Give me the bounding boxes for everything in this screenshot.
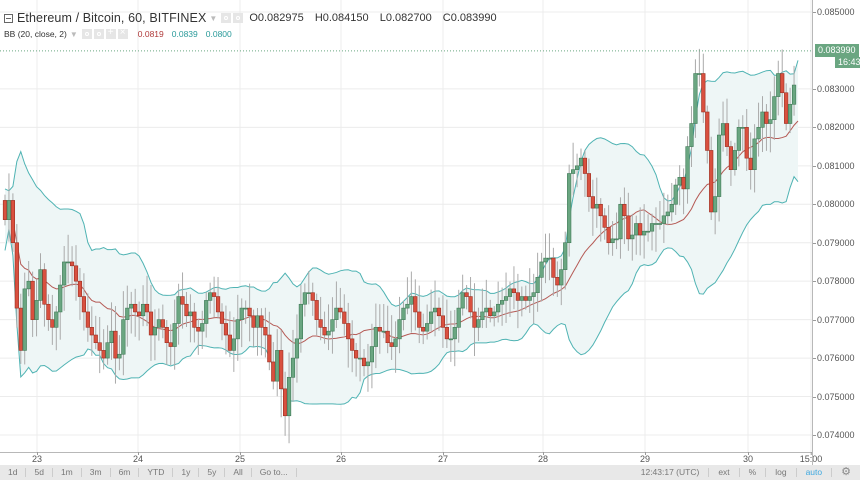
time-tick: 25 <box>234 452 246 464</box>
price-tick: 0.081000 <box>813 160 855 171</box>
range-1m[interactable]: 1m <box>53 468 82 477</box>
range-ytd[interactable]: YTD <box>139 468 174 477</box>
bb-lower-value: 0.0800 <box>205 29 232 39</box>
gear-icon[interactable]: ⚙ <box>841 466 851 478</box>
candlestick-chart[interactable] <box>0 0 812 452</box>
chart-pane[interactable]: Ethereum / Bitcoin, 60, BITFINEX ▼ O0.08… <box>0 0 812 452</box>
range-5y[interactable]: 5y <box>199 468 226 477</box>
time-tick: 23 <box>31 452 43 464</box>
axis-corner <box>812 452 860 465</box>
price-tick: 0.085000 <box>813 7 855 17</box>
bb-basis-value: 0.0819 <box>137 29 164 39</box>
chart-legend: Ethereum / Bitcoin, 60, BITFINEX ▼ O0.08… <box>4 10 505 41</box>
last-price-label: 0.083990 <box>815 43 859 57</box>
time-tick: 15:00 <box>799 452 823 464</box>
time-axis[interactable]: 23 24 25 26 27 28 29 30 15:00 <box>0 452 822 466</box>
extended-hours-toggle[interactable]: ext <box>709 468 740 477</box>
symbol-settings-icon[interactable] <box>233 13 244 23</box>
time-tick: 28 <box>537 452 549 464</box>
indicator-remove-icon[interactable] <box>117 27 128 39</box>
bb-upper-value: 0.0839 <box>171 29 198 39</box>
price-tick: 0.076000 <box>813 353 855 364</box>
time-tick: 24 <box>132 452 144 464</box>
close-value: C0.083990 <box>442 12 497 24</box>
bar-countdown-label: 16:43 <box>835 56 860 68</box>
symbol-visibility-icon[interactable] <box>221 13 232 23</box>
high-value: H0.084150 <box>314 12 369 24</box>
range-5d[interactable]: 5d <box>26 468 53 477</box>
price-tick: 0.075000 <box>813 391 855 402</box>
time-tick: 26 <box>335 452 347 464</box>
price-tick: 0.074000 <box>813 429 855 440</box>
range-1d[interactable]: 1d <box>0 468 27 477</box>
symbol-menu-caret-icon[interactable]: ▼ <box>209 13 218 23</box>
toolbar-right: 12:43:17 (UTC) ext % log auto ⚙ <box>632 465 860 480</box>
go-to-date-button[interactable]: Go to... <box>252 468 297 477</box>
price-tick: 0.083000 <box>813 83 855 94</box>
indicator-visibility-icon[interactable] <box>81 29 92 39</box>
price-tick: 0.082000 <box>813 122 855 133</box>
auto-scale-toggle[interactable]: auto <box>797 468 833 477</box>
price-axis[interactable]: 0.083990 16:43 0.085000 0.083000 0.082000 0… <box>812 0 860 452</box>
range-3m[interactable]: 3m <box>82 468 111 477</box>
utc-clock[interactable]: 12:43:17 (UTC) <box>632 468 710 477</box>
symbol-legend-row: Ethereum / Bitcoin, 60, BITFINEX ▼ O0.08… <box>4 10 505 26</box>
price-tick: 0.078000 <box>813 276 855 287</box>
time-tick: 27 <box>437 452 449 464</box>
price-tick: 0.077000 <box>813 314 855 325</box>
price-tick: 0.080000 <box>813 199 855 210</box>
time-tick: 30 <box>742 452 754 464</box>
indicator-add-icon[interactable] <box>105 27 116 39</box>
range-1y[interactable]: 1y <box>173 468 200 477</box>
time-tick: 29 <box>639 452 651 464</box>
indicator-settings-icon[interactable] <box>93 29 104 39</box>
log-scale-toggle[interactable]: log <box>766 468 797 477</box>
indicator-menu-caret-icon[interactable]: ▼ <box>69 29 78 39</box>
symbol-title[interactable]: Ethereum / Bitcoin, 60, BITFINEX <box>17 11 207 25</box>
low-value: L0.082700 <box>379 12 432 24</box>
indicator-legend-row: BB (20, close, 2) ▼ 0.0819 0.0839 0.0800 <box>4 27 505 41</box>
collapse-legend-icon[interactable] <box>4 13 13 23</box>
open-value: O0.082975 <box>249 12 304 24</box>
range-all[interactable]: All <box>225 468 252 477</box>
bottom-toolbar: 1d 5d 1m 3m 6m YTD 1y 5y All Go to... 12… <box>0 465 860 480</box>
price-tick: 0.079000 <box>813 237 855 248</box>
bollinger-bands-label[interactable]: BB (20, close, 2) <box>4 29 67 39</box>
ohlc-values: O0.082975 H0.084150 L0.082700 C0.083990 <box>249 12 504 24</box>
percent-scale-toggle[interactable]: % <box>740 468 767 477</box>
range-6m[interactable]: 6m <box>111 468 140 477</box>
